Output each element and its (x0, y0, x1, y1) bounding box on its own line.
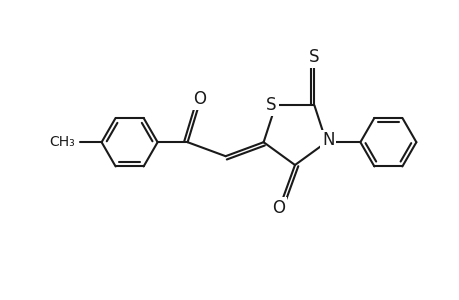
Text: O: O (272, 199, 285, 217)
Text: S: S (308, 48, 319, 66)
Text: O: O (193, 90, 206, 108)
Text: S: S (266, 96, 276, 114)
Text: N: N (321, 131, 334, 149)
Text: CH₃: CH₃ (49, 135, 74, 149)
